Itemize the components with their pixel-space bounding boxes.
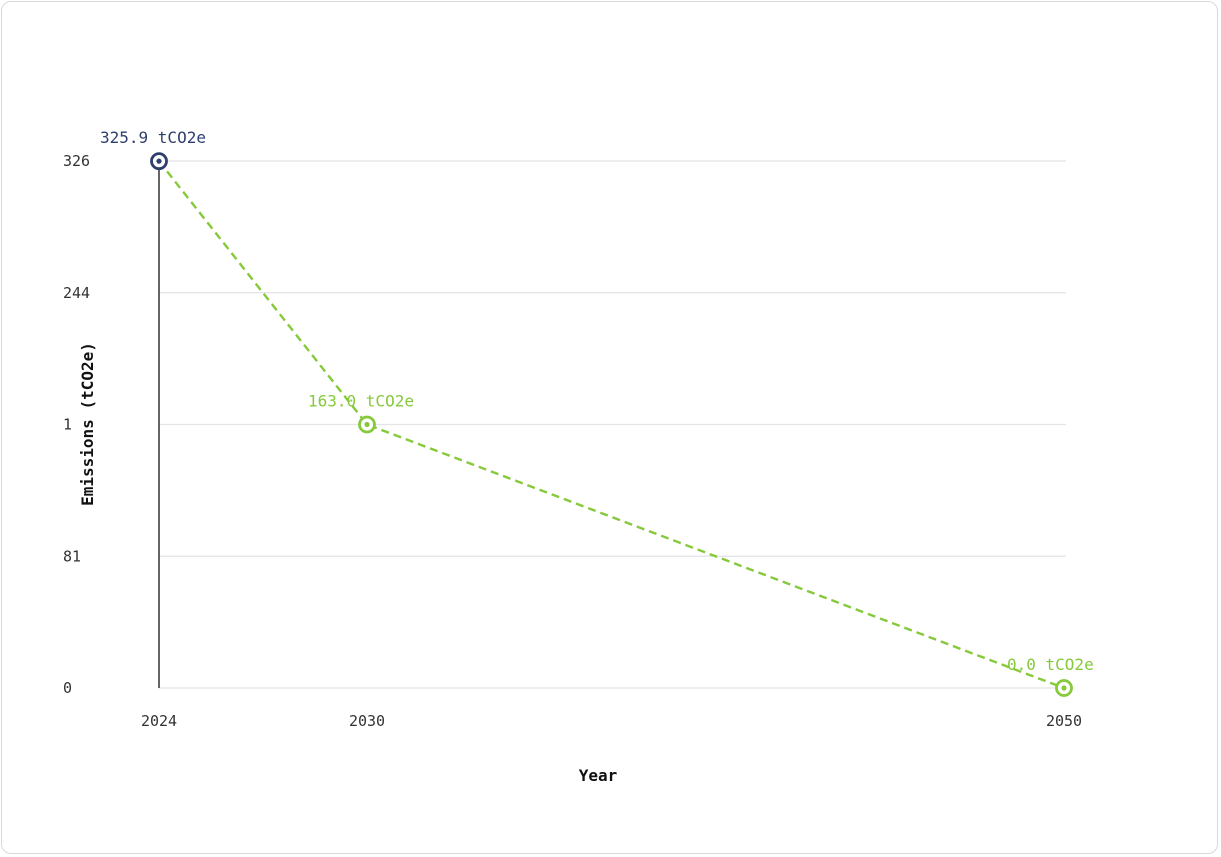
data-point-label: 163.0 tCO2e: [308, 392, 414, 411]
x-tick-labels: 2024 2030 2050: [141, 712, 1082, 730]
y-tick-label: 1: [63, 416, 72, 434]
x-tick-label: 2030: [349, 712, 385, 730]
data-point-label: 0.0 tCO2e: [1007, 655, 1094, 674]
y-tick-label: 244: [63, 284, 90, 302]
data-point-marker-core: [156, 158, 162, 164]
data-point-marker-core: [364, 421, 370, 428]
y-tick-label: 81: [63, 547, 81, 565]
x-axis-title: Year: [579, 766, 618, 785]
data-point-label: 325.9 tCO2e: [100, 128, 206, 147]
x-tick-label: 2050: [1046, 712, 1082, 730]
y-tick-label: 326: [63, 152, 90, 170]
data-point-marker-core: [1061, 685, 1067, 691]
emissions-series: 325.9 tCO2e 163.0 tCO2e 0.0 tCO2e: [100, 128, 1094, 697]
y-axis-title: Emissions (tCO2e): [78, 342, 97, 506]
y-tick-label: 0: [63, 679, 72, 697]
series-line: [158, 160, 1065, 690]
x-tick-label: 2024: [141, 712, 177, 730]
gridlines: [159, 160, 1066, 689]
y-tick-labels: 0 81 1 244 326: [63, 152, 90, 697]
